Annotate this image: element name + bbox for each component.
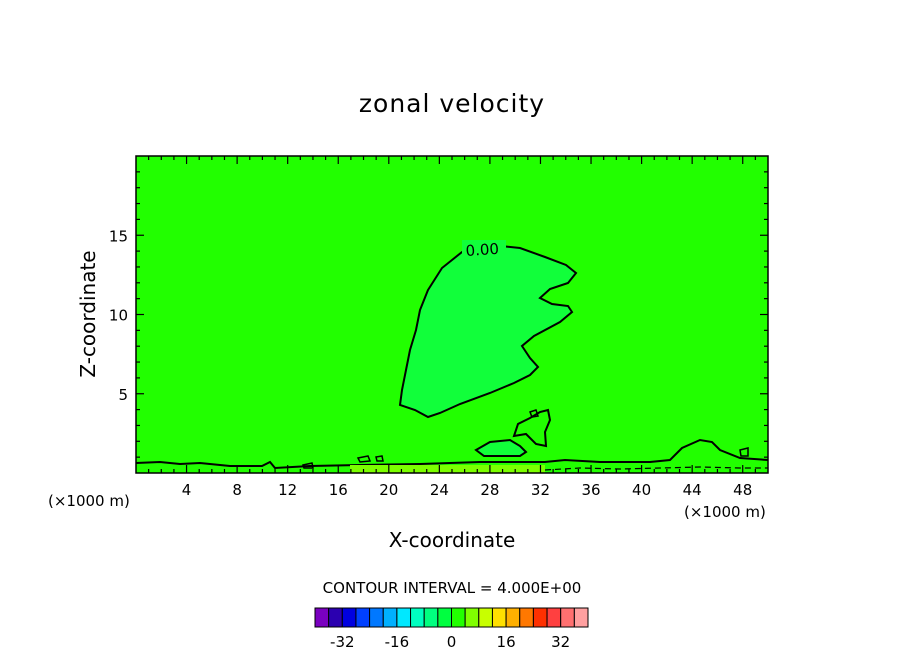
contour-tiny-2 xyxy=(375,455,384,462)
x-tick-label: 28 xyxy=(480,481,499,499)
colorbar-swatch xyxy=(382,607,398,628)
colorbar-swatch xyxy=(505,607,521,628)
x-tick-label: 24 xyxy=(430,481,449,499)
colorbar-tick-label: -32 xyxy=(330,633,355,651)
x-tick-label: 32 xyxy=(531,481,550,499)
x-tick-label: 8 xyxy=(232,481,242,499)
colorbar-swatch xyxy=(355,607,371,628)
contour-small-a xyxy=(474,438,528,457)
colorbar-swatch xyxy=(491,607,507,628)
colorbar-swatch xyxy=(532,607,548,628)
x-tick-label: 16 xyxy=(329,481,348,499)
colorbar-swatch xyxy=(451,607,466,628)
colorbar-tick-label: 16 xyxy=(497,633,516,651)
y-tick-label: 15 xyxy=(109,227,128,245)
colorbar-swatch xyxy=(410,607,425,628)
x-tick-label: 48 xyxy=(733,481,752,499)
colorbar-swatch xyxy=(369,607,384,628)
y-axis-ticks: 5 10 15 xyxy=(109,171,768,458)
x-tick-label: 12 xyxy=(278,481,297,499)
colorbar-swatch xyxy=(314,607,330,628)
x-tick-label: 40 xyxy=(632,481,651,499)
contour-bottom xyxy=(135,438,769,470)
colorbar-swatch xyxy=(519,607,534,628)
colorbar-tick-labels: -32 -16 0 16 32 xyxy=(330,633,570,651)
contour-bottom-dashed xyxy=(544,466,768,471)
colorbar-swatch xyxy=(478,607,493,628)
contour-small-b xyxy=(512,408,552,448)
colorbar-swatch xyxy=(437,607,453,628)
colorbar-swatch xyxy=(573,607,589,628)
colorbar-tick-label: 32 xyxy=(551,633,570,651)
colorbar-tick-label: 0 xyxy=(447,633,457,651)
x-axis-label: X-coordinate xyxy=(389,528,516,552)
contour-interval-label: CONTOUR INTERVAL = 4.000E+00 xyxy=(323,579,582,597)
colorbar-tick-label: -16 xyxy=(385,633,410,651)
contour-tiny-3 xyxy=(302,462,314,469)
colorbar-swatch xyxy=(560,607,575,628)
positive-band xyxy=(350,465,545,473)
x-unit-left: (×1000 m) xyxy=(48,492,130,510)
x-tick-label: 36 xyxy=(581,481,600,499)
contour-tiny-4 xyxy=(739,447,749,457)
contour-region xyxy=(398,243,578,419)
x-axis-ticks: 4 8 12 16 20 24 28 32 36 40 44 48 xyxy=(148,156,756,499)
x-tick-label: 4 xyxy=(182,481,192,499)
chart-title: zonal velocity xyxy=(359,89,545,118)
contour-tiny-1 xyxy=(356,455,372,463)
colorbar-swatch xyxy=(464,607,480,628)
y-tick-label: 5 xyxy=(118,386,128,404)
contour-label: 0.00 xyxy=(465,240,500,260)
colorbar-swatch xyxy=(328,607,343,628)
colorbar xyxy=(314,607,589,628)
x-tick-label: 44 xyxy=(683,481,702,499)
contour-small-c xyxy=(529,409,539,418)
colorbar-swatch xyxy=(546,607,562,628)
x-tick-label: 20 xyxy=(379,481,398,499)
y-axis-label: Z-coordinate xyxy=(76,250,100,377)
colorbar-swatch xyxy=(396,607,412,628)
colorbar-swatch xyxy=(341,607,357,628)
y-tick-label: 10 xyxy=(109,307,128,325)
colorbar-swatch xyxy=(423,607,439,628)
contour-label-bg xyxy=(462,240,506,256)
x-unit-right: (×1000 m) xyxy=(684,503,766,521)
